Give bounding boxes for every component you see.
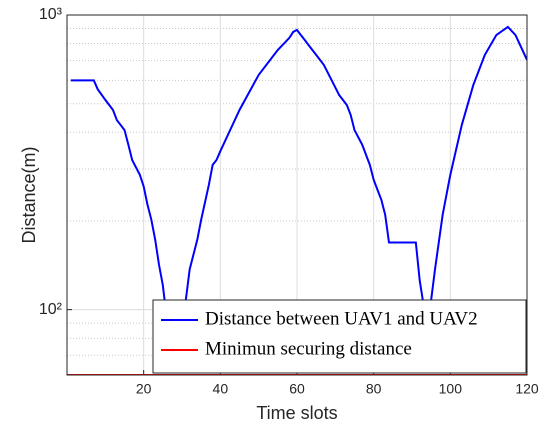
x-tick-label: 60	[289, 381, 305, 397]
x-axis-label: Time slots	[256, 403, 337, 423]
y-tick-label: 10²	[39, 301, 63, 318]
x-tick-label: 120	[515, 381, 539, 397]
x-tick-label: 20	[136, 381, 152, 397]
y-tick-label: 10³	[39, 6, 63, 23]
y-axis-label: Distance(m)	[19, 146, 39, 243]
x-tick-label: 100	[439, 381, 463, 397]
legend-label: Minimun securing distance	[205, 338, 412, 359]
x-tick-label: 80	[366, 381, 382, 397]
legend-box	[152, 299, 527, 374]
legend-label: Distance between UAV1 and UAV2	[205, 308, 478, 329]
axes-frame	[66, 14, 528, 376]
x-tick-label: 40	[213, 381, 229, 397]
